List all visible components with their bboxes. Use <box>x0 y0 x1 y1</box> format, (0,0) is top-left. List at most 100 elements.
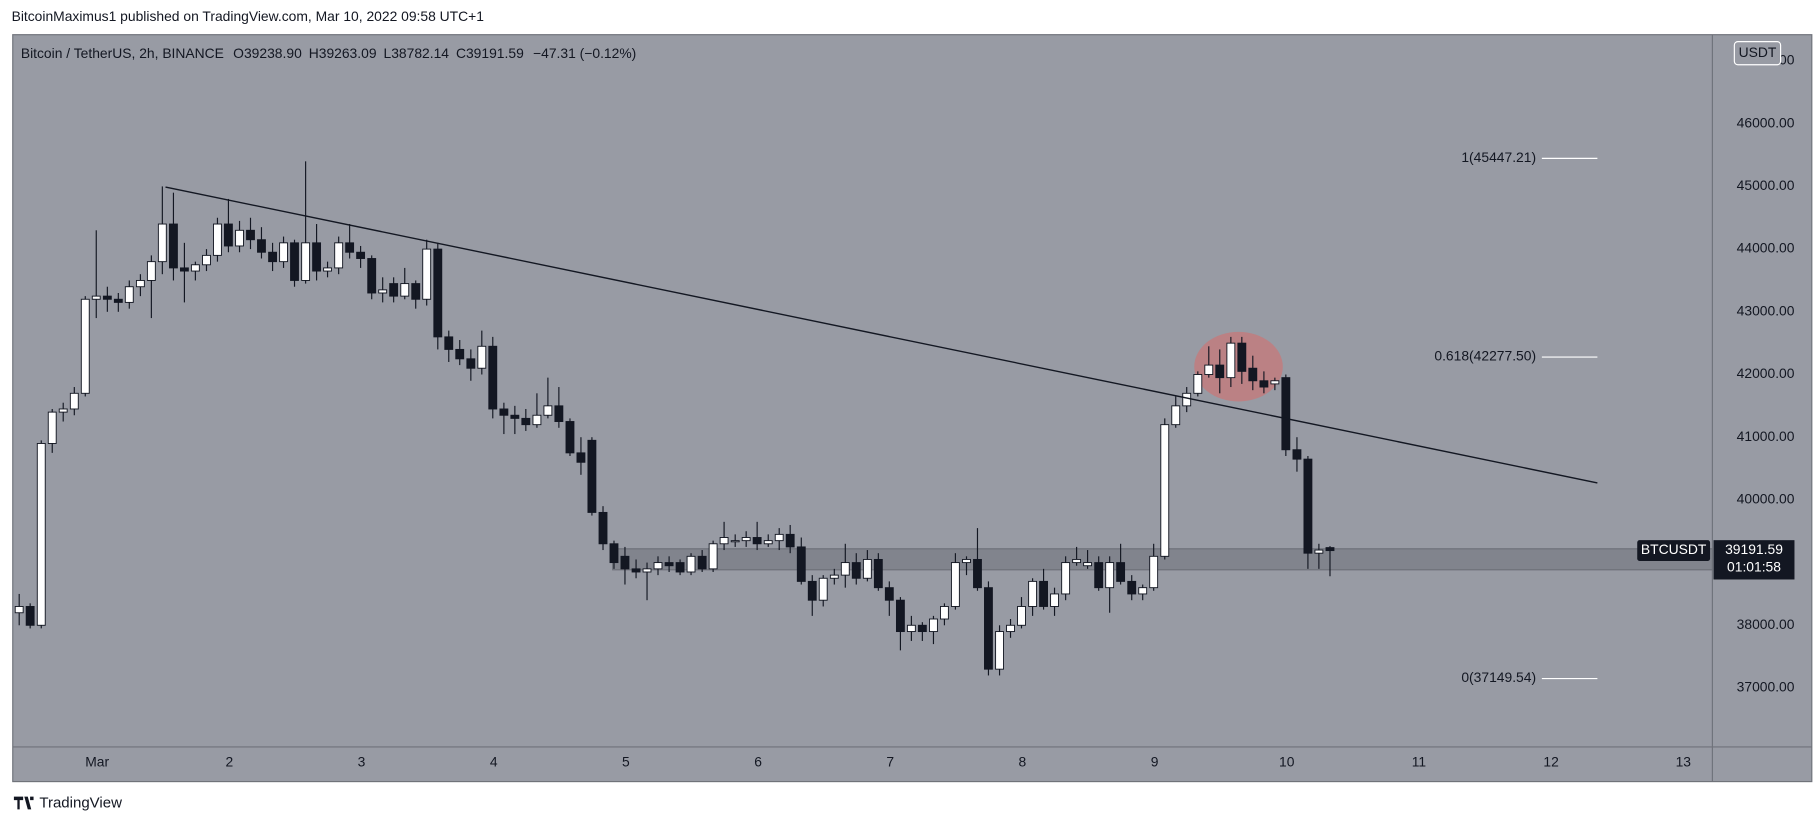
candle-body <box>598 511 608 545</box>
candle-body <box>840 562 850 576</box>
candle-body <box>257 239 266 253</box>
x-tick-label: 10 <box>1279 754 1295 770</box>
fib-label: 0.618(42277.50) <box>1434 348 1536 364</box>
candle-body <box>565 421 575 454</box>
fib-label: 1(45447.21) <box>1461 149 1536 165</box>
candle-body <box>47 411 57 444</box>
symbol-label: BTCUSDT <box>1641 541 1707 557</box>
countdown-label: 01:01:58 <box>1727 559 1781 575</box>
x-tick-label: 4 <box>490 754 498 770</box>
candle-body <box>1072 558 1082 564</box>
candle-body <box>58 408 68 413</box>
candle-body <box>929 618 938 633</box>
candle-body <box>609 543 619 564</box>
candle-body <box>223 223 233 247</box>
candle-body <box>510 414 520 419</box>
candle-body <box>367 258 377 294</box>
legend-value: 39263.09 <box>319 45 377 61</box>
price-label: 39191.59 <box>1725 541 1783 557</box>
candle-body <box>444 336 454 350</box>
candle-body <box>80 298 90 394</box>
candle-body <box>378 289 388 294</box>
candle-body <box>323 267 332 272</box>
candle-body <box>1105 562 1115 589</box>
y-tick-label: 41000.00 <box>1737 428 1795 444</box>
trendline <box>165 186 1598 484</box>
legend-symbol: Bitcoin / TetherUS, 2h, BINANCE <box>21 45 224 61</box>
plot-area: 1(45447.21) 0.618(42277.50) 0(37149.54) <box>14 149 1713 685</box>
candle-body <box>1116 562 1126 582</box>
candle-body <box>741 537 751 542</box>
candle-body <box>1237 342 1247 372</box>
candle-body <box>697 555 707 570</box>
candle-body <box>807 580 817 601</box>
y-tick-label: 45000.00 <box>1737 177 1795 193</box>
candle-body <box>543 405 553 416</box>
candle-body <box>1050 593 1059 607</box>
candle-body <box>1215 364 1225 379</box>
brand: TradingView <box>13 795 122 812</box>
published-line: BitcoinMaximus1 published on TradingView… <box>12 8 485 24</box>
candle-body <box>796 546 806 582</box>
candle-body <box>851 562 861 579</box>
candle-body <box>532 414 542 426</box>
candle-body <box>884 587 894 601</box>
candle-body <box>1138 587 1148 595</box>
legend-key: L <box>383 45 391 61</box>
candle-body <box>301 242 311 281</box>
candle-body <box>1292 449 1302 460</box>
legend: Bitcoin / TetherUS, 2h, BINANCE O 39238.90… <box>21 45 636 61</box>
candle-body <box>356 251 366 259</box>
candle-body <box>1325 547 1335 552</box>
candle-body <box>962 558 971 564</box>
x-tick-label: Mar <box>85 754 109 770</box>
candle-body <box>146 261 156 281</box>
candle-body <box>179 267 189 272</box>
candle-body <box>202 254 211 266</box>
candle-body <box>433 248 443 338</box>
candle-body <box>950 562 960 607</box>
candle-body <box>455 348 465 360</box>
chart-background <box>12 34 1813 783</box>
candle-body <box>1259 380 1269 388</box>
candle-body <box>587 439 597 513</box>
candle-body <box>400 283 410 297</box>
x-tick-label: 9 <box>1151 754 1159 770</box>
candle-body <box>124 286 134 303</box>
x-tick-label: 2 <box>225 754 233 770</box>
candle-body <box>1039 580 1048 607</box>
y-tick-label: 42000.00 <box>1737 365 1795 381</box>
legend-value: 38782.14 <box>391 45 449 61</box>
candle-body <box>466 358 476 369</box>
candle-body <box>984 587 993 670</box>
candle-body <box>1083 562 1093 567</box>
candle-body <box>818 577 828 601</box>
candle-body <box>14 606 24 614</box>
candle-body <box>642 568 652 573</box>
candle-body <box>499 408 509 416</box>
brand-logo <box>13 796 34 810</box>
fib-label: 0(37149.54) <box>1461 669 1536 685</box>
candle-body <box>1193 374 1203 394</box>
y-tick-label: 38000.00 <box>1737 616 1795 632</box>
candle-body <box>389 283 399 297</box>
currency-badge <box>1733 41 1782 66</box>
candle-body <box>620 555 630 570</box>
candle-body <box>312 242 322 272</box>
legend-value: 39191.59 <box>466 45 524 61</box>
candle-body <box>917 624 927 633</box>
candle-body <box>631 568 641 573</box>
y-tick-label: 43000.00 <box>1737 302 1795 318</box>
candle-body <box>190 264 200 272</box>
x-tick-label: 13 <box>1676 754 1692 770</box>
candle-body <box>763 540 773 545</box>
candle-body <box>1171 405 1181 426</box>
candle-body <box>345 242 355 253</box>
y-tick-label: 37000.00 <box>1737 679 1795 695</box>
candle-body <box>235 229 244 247</box>
candle-body <box>169 223 178 269</box>
candle-body <box>995 631 1004 670</box>
candle-body <box>1149 555 1159 589</box>
x-tick-label: 6 <box>754 754 762 770</box>
